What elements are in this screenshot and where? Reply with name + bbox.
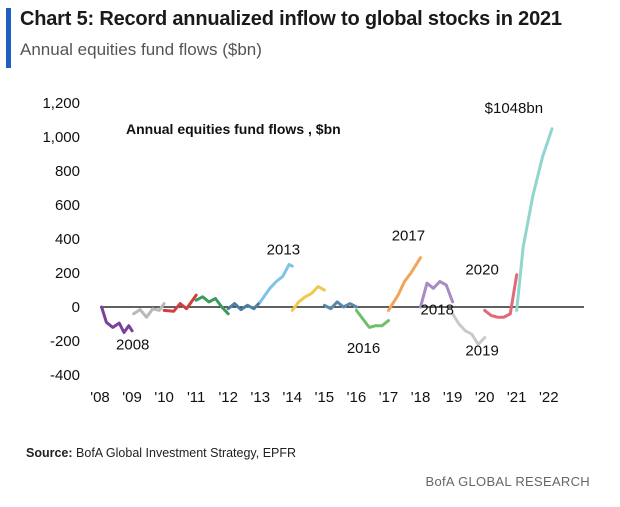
x-tick-label: '18: [411, 389, 431, 406]
y-tick-label: 0: [72, 299, 80, 316]
x-tick-label: '12: [218, 389, 238, 406]
x-tick-label: '17: [379, 389, 399, 406]
annotation-label: 2020: [465, 262, 498, 279]
annotation-label: 2017: [392, 228, 425, 245]
x-tick-label: '15: [315, 389, 335, 406]
x-tick-label: '09: [122, 389, 142, 406]
annotation-group: 2008 2013 2016 2017 2018 2019 2020 $1048bn: [116, 100, 543, 359]
y-tick-label: 800: [55, 163, 80, 180]
series-line-8: [322, 300, 358, 311]
source-text: BofA Global Investment Strategy, EPFR: [76, 446, 297, 460]
source-note: Source: BofA Global Investment Strategy,…: [26, 446, 296, 460]
annotation-label: 2013: [267, 241, 300, 258]
title-accent-bar: [6, 8, 11, 68]
series-line-12: [451, 312, 487, 346]
annotation-label: 2019: [465, 342, 498, 359]
y-tick-label: 600: [55, 197, 80, 214]
series-group: [100, 127, 554, 346]
y-tick-label: 1,000: [42, 129, 80, 146]
inner-chart-title: Annual equities fund flows , $bn: [126, 121, 341, 137]
series-line-5: [226, 300, 262, 312]
series-line-14: [515, 127, 554, 312]
annotation-label: 2016: [347, 340, 380, 357]
y-tick-label: 200: [55, 265, 80, 282]
series-line-10: [387, 256, 422, 312]
x-tick-label: '08: [90, 389, 110, 406]
x-tick-label: '11: [187, 389, 205, 406]
x-tick-label: '20: [475, 389, 495, 406]
x-tick-label: '10: [154, 389, 174, 406]
y-tick-label: -200: [50, 333, 80, 350]
x-tick-label: '22: [539, 389, 559, 406]
chart-subtitle: Annual equities fund flows ($bn): [20, 40, 262, 59]
series-line-3: [162, 293, 198, 313]
y-tick-label: 1,200: [42, 95, 80, 112]
series-line-9: [354, 308, 390, 329]
brand-logo-text: BofA GLOBAL RESEARCH: [425, 474, 590, 489]
source-label: Source:: [26, 446, 73, 460]
series-line-7: [290, 285, 326, 312]
x-tick-label: '21: [507, 389, 527, 406]
x-tick-label: '13: [250, 389, 270, 406]
x-tick-label: '14: [283, 389, 303, 406]
x-axis: '08 '09 '10 '11 '12 '13 '14 '15 '16 '17 '18 '19 '20 '…: [90, 389, 558, 406]
series-line-11: [419, 280, 455, 309]
x-tick-label: '16: [347, 389, 367, 406]
annotation-label: $1048bn: [485, 100, 543, 117]
x-tick-label: '19: [443, 389, 463, 406]
series-line-6: [258, 263, 294, 304]
y-axis: 1,200 1,000 800 600 400 200 0 -200 -400: [42, 95, 80, 384]
series-line-13: [483, 273, 519, 319]
y-tick-label: 400: [55, 231, 80, 248]
series-line-1: [100, 305, 134, 334]
series-line-2: [132, 302, 166, 319]
chart-title: Chart 5: Record annualized inflow to glo…: [20, 8, 562, 30]
annotation-label: 2018: [421, 302, 454, 319]
y-tick-label: -400: [50, 367, 80, 384]
annotation-label: 2008: [116, 337, 149, 354]
series-line-4: [194, 295, 230, 316]
